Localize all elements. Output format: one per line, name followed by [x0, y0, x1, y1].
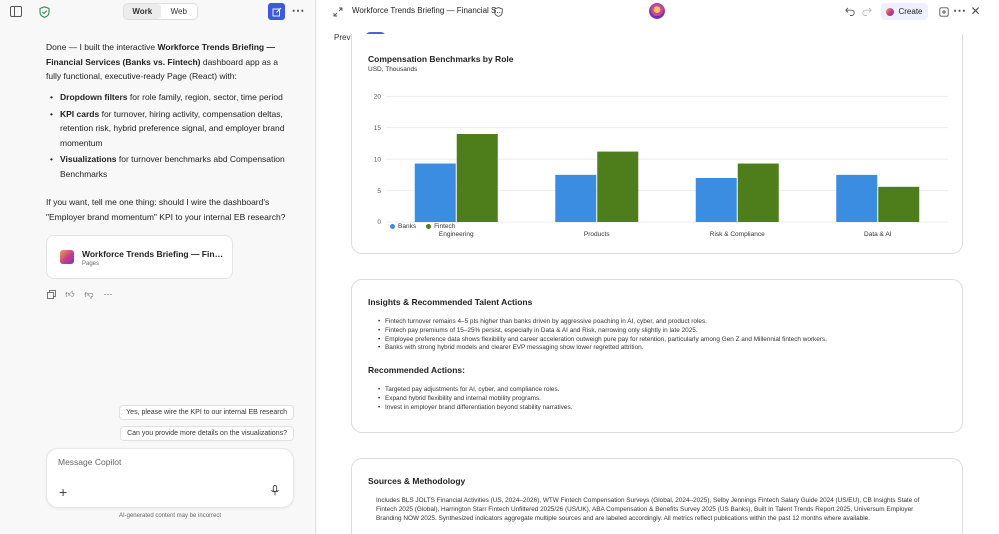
suggestion-more-details[interactable]: Can you provide more details on the visu…: [120, 426, 294, 441]
collapse-icon[interactable]: [332, 6, 343, 17]
more-icon[interactable]: ⋯: [103, 288, 113, 299]
list-item: KPI cards for turnover, hiring activity,…: [50, 107, 290, 151]
canvas-toolbar: Workforce Trends Briefing — Financial S.…: [317, 0, 999, 24]
new-chat-button[interactable]: [268, 3, 285, 20]
copy-icon[interactable]: [46, 289, 56, 299]
message-actions: 👍︎ 👎︎ ⋯: [46, 289, 113, 299]
insights-list: Fintech turnover remains 4–5 pts higher …: [378, 318, 948, 353]
x-tick-label: Products: [584, 231, 610, 238]
chart-legend: Banks Fintech: [390, 223, 455, 230]
legend-swatch-banks: [390, 224, 395, 229]
x-tick-label: Engineering: [439, 231, 474, 238]
bar-fintech: [737, 163, 779, 222]
canvas-pane: Workforce Trends Briefing — Financial S.…: [317, 0, 999, 534]
create-button[interactable]: Create: [881, 3, 928, 20]
thumbs-down-icon[interactable]: 👎︎: [84, 288, 94, 299]
preview-label: Preview: [334, 33, 363, 42]
microphone-icon[interactable]: [271, 485, 279, 499]
chart-subtitle: USD, Thousands: [368, 66, 418, 73]
list-item: Targeted pay adjustments for AI, cyber, …: [378, 386, 948, 395]
actions-list: Targeted pay adjustments for AI, cyber, …: [378, 386, 948, 412]
intro-bold-title: Workforce Trends Briefing — Financial Se…: [46, 42, 275, 67]
chart-card: Compensation Benchmarks by Role USD, Tho…: [351, 34, 963, 254]
list-item: Banks with strong hybrid models and clea…: [378, 344, 948, 353]
bar-fintech: [878, 186, 920, 222]
legend-label-banks: Banks: [398, 223, 417, 230]
bar-fintech: [597, 151, 639, 222]
redo-icon[interactable]: [861, 6, 872, 17]
bar-banks: [695, 178, 737, 222]
legend-item-fintech[interactable]: Fintech: [426, 223, 455, 230]
more-options-icon[interactable]: ⋯: [291, 3, 305, 18]
bar-banks: [555, 174, 597, 222]
sidebar-toggle-icon[interactable]: [10, 6, 22, 17]
tab-web[interactable]: Web: [170, 7, 187, 16]
intro-text-end: dashboard app as a fully functional, exe…: [46, 56, 278, 82]
pages-icon: [60, 250, 74, 264]
tab-work[interactable]: Work: [124, 4, 161, 19]
message-composer: +: [46, 448, 294, 508]
chart-title: Compensation Benchmarks by Role: [368, 54, 514, 64]
document-title: Workforce Trends Briefing — Financial S.…: [352, 6, 504, 15]
thumbs-up-icon[interactable]: 👍︎: [65, 288, 75, 299]
legend-item-banks[interactable]: Banks: [390, 223, 416, 230]
legend-swatch-fintech: [426, 224, 432, 229]
x-tick-label: Risk & Compliance: [710, 231, 765, 238]
y-tick-label: 0: [377, 219, 381, 226]
insights-title: Insights & Recommended Talent Actions: [368, 297, 533, 307]
avatar[interactable]: [649, 3, 665, 19]
sources-title: Sources & Methodology: [368, 476, 466, 486]
legend-label-fintech: Fintech: [434, 223, 456, 230]
bar-banks: [414, 163, 456, 222]
compensation-bar-chart: 0 5 10 15 20 Engineering Products Risk & Compli…: [374, 93, 948, 238]
recommended-actions-title: Recommended Actions:: [368, 365, 465, 375]
suggestion-wire-kpi[interactable]: Yes, please wire the KPI to our internal…: [119, 405, 294, 420]
assistant-followup: If you want, tell me one thing: should I…: [46, 197, 286, 222]
sources-text: Includes BLS JOLTS Financial Activities …: [376, 497, 920, 522]
bar-fintech: [456, 134, 498, 222]
more-options-icon[interactable]: ⋯: [953, 3, 966, 18]
list-item: Fintech pay premiums of 15–25% persist, …: [378, 327, 948, 336]
y-tick-label: 5: [377, 188, 381, 195]
page-card-title: Workforce Trends Briefing — Finan...: [82, 249, 227, 259]
list-item: Employee preference data shows flexibili…: [378, 336, 948, 345]
plus-icon[interactable]: +: [59, 484, 68, 500]
y-tick-label: 15: [374, 125, 382, 132]
copilot-icon: [886, 7, 895, 16]
y-tick-label: 10: [374, 156, 382, 163]
compose-icon: [272, 7, 281, 16]
x-tick-label: Data & AI: [864, 231, 892, 238]
share-icon[interactable]: [938, 6, 949, 17]
list-item: Expand hybrid flexibility and internal m…: [378, 395, 948, 404]
shield-icon[interactable]: [493, 6, 503, 17]
list-item: Visualizations for turnover benchmarks a…: [50, 152, 290, 181]
list-item: Invest in employer brand differentiation…: [378, 404, 948, 413]
sources-card: Sources & Methodology Includes BLS JOLTS…: [351, 458, 963, 534]
list-item: Dropdown filters for role family, region…: [50, 90, 290, 105]
undo-icon[interactable]: [844, 6, 855, 17]
feature-list: Dropdown filters for role family, region…: [50, 90, 290, 184]
bar-banks: [836, 174, 878, 222]
ai-disclaimer: AI-generated content may be incorrect: [118, 513, 222, 519]
chat-pane: Work Web ⋯ Done — I built the interactiv…: [0, 0, 316, 534]
page-card[interactable]: Workforce Trends Briefing — Finan... Pag…: [46, 235, 233, 279]
page-card-subtitle: Pages: [82, 261, 100, 267]
insights-card: Insights & Recommended Talent Actions Fi…: [351, 279, 963, 433]
close-icon[interactable]: ✕: [970, 4, 981, 18]
assistant-message-intro: Done — I built the interactive Workforce…: [46, 40, 286, 84]
list-item: Fintech turnover remains 4–5 pts higher …: [378, 318, 948, 327]
shield-icon[interactable]: [38, 5, 50, 18]
mode-tabs: Work Web: [123, 3, 198, 20]
create-label: Create: [898, 7, 923, 16]
y-tick-label: 20: [374, 93, 382, 100]
message-input[interactable]: [58, 457, 258, 467]
intro-text: Done — I built the interactive: [46, 42, 158, 52]
